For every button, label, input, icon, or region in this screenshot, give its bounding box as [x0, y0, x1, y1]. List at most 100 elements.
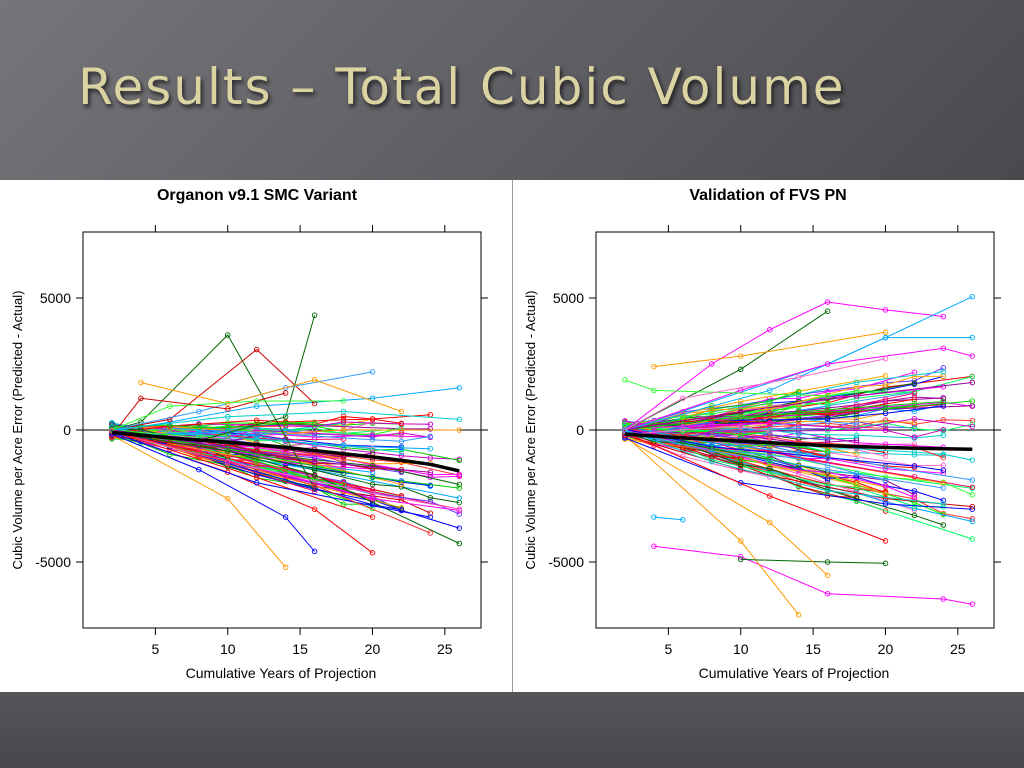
series-point: [253, 433, 260, 439]
series-point: [940, 383, 947, 390]
series-point: [766, 400, 773, 407]
series-point: [369, 369, 376, 375]
x-tick-label: 5: [664, 641, 672, 657]
series-point: [456, 481, 463, 488]
chart-title: Organon v9.1 SMC Variant: [157, 187, 358, 204]
series-point: [853, 389, 860, 396]
series-line: [111, 348, 315, 431]
series-point: [882, 388, 889, 394]
series-point: [224, 495, 231, 502]
series-point: [940, 345, 947, 351]
series-point: [737, 398, 744, 405]
series-point: [196, 408, 202, 415]
series-point: [824, 392, 831, 399]
series-point: [824, 449, 831, 455]
series-point: [369, 495, 376, 502]
series-line: [624, 379, 828, 397]
series-point: [969, 334, 976, 341]
series-point: [109, 436, 115, 442]
chart-title: Validation of FVS PN: [689, 187, 846, 204]
series-line: [624, 421, 770, 436]
series-point: [911, 441, 918, 447]
series-point: [340, 417, 347, 423]
series-point: [853, 481, 860, 488]
series-point: [456, 525, 463, 531]
series-point: [969, 503, 976, 510]
series-point: [622, 428, 628, 435]
series-point: [824, 361, 831, 367]
series-point: [737, 423, 744, 429]
series-point: [456, 457, 463, 464]
series-group: [596, 293, 994, 618]
series-point: [340, 464, 347, 471]
series-point: [766, 434, 773, 440]
chart-panel-left: Organon v9.1 SMC Variant 5 10 15 20 25 -5000 0 5…: [0, 180, 511, 692]
series-point: [456, 385, 463, 391]
series-point: [224, 451, 231, 458]
series-line: [740, 558, 886, 564]
series-point: [882, 508, 889, 514]
y-tick-label: 0: [63, 422, 71, 438]
x-tick-label: 25: [437, 641, 453, 657]
series-point: [427, 445, 434, 452]
series-line: [624, 429, 944, 440]
series-point: [969, 379, 976, 386]
series-point: [680, 445, 686, 451]
series-point: [340, 426, 347, 433]
series-point: [709, 458, 715, 465]
series-point: [622, 377, 628, 383]
series-group: [83, 312, 481, 571]
series-line: [624, 434, 799, 616]
series-point: [853, 484, 860, 491]
series-point: [940, 522, 947, 528]
series-line: [111, 433, 315, 552]
series-point: [709, 407, 715, 414]
series-line: [111, 430, 431, 534]
series-point: [253, 474, 260, 481]
series-point: [911, 380, 918, 387]
series-point: [456, 473, 463, 480]
series-point: [969, 293, 976, 300]
x-tick-label: 20: [365, 641, 381, 657]
series-point: [824, 590, 831, 597]
series-point: [282, 564, 289, 571]
series-point: [369, 490, 376, 497]
x-tick-label: 10: [733, 641, 749, 657]
series-line: [111, 430, 460, 489]
series-point: [427, 495, 434, 501]
x-axis-label: Cumulative Years of Projection: [699, 665, 890, 681]
series-point: [167, 422, 173, 428]
series-line: [111, 430, 373, 518]
series-point: [427, 455, 434, 461]
x-tick-label: 25: [950, 641, 966, 657]
series-point: [196, 466, 202, 473]
series-line: [624, 400, 973, 431]
series-point: [311, 458, 318, 465]
series-point: [882, 538, 889, 544]
series-line: [682, 420, 770, 423]
series-point: [940, 596, 947, 602]
series-point: [969, 601, 976, 607]
series-point: [167, 416, 173, 423]
series-point: [253, 417, 260, 423]
series-point: [311, 488, 318, 494]
series-point: [853, 498, 860, 505]
series-line: [111, 432, 460, 510]
series-point: [253, 403, 260, 409]
series-point: [369, 445, 376, 451]
series-point: [311, 421, 318, 428]
series-line: [111, 418, 402, 434]
series-point: [311, 472, 318, 478]
slide-title: Results – Total Cubic Volume: [78, 58, 846, 116]
series-point: [369, 469, 376, 475]
series-point: [340, 408, 347, 415]
y-tick-label: -5000: [35, 554, 71, 570]
series-point: [138, 379, 144, 386]
series-point: [853, 432, 860, 439]
series-point: [622, 421, 628, 428]
series-line: [140, 379, 402, 412]
series-point: [969, 477, 976, 483]
series-point: [853, 450, 860, 457]
series-point: [795, 374, 802, 380]
series-point: [427, 469, 434, 475]
